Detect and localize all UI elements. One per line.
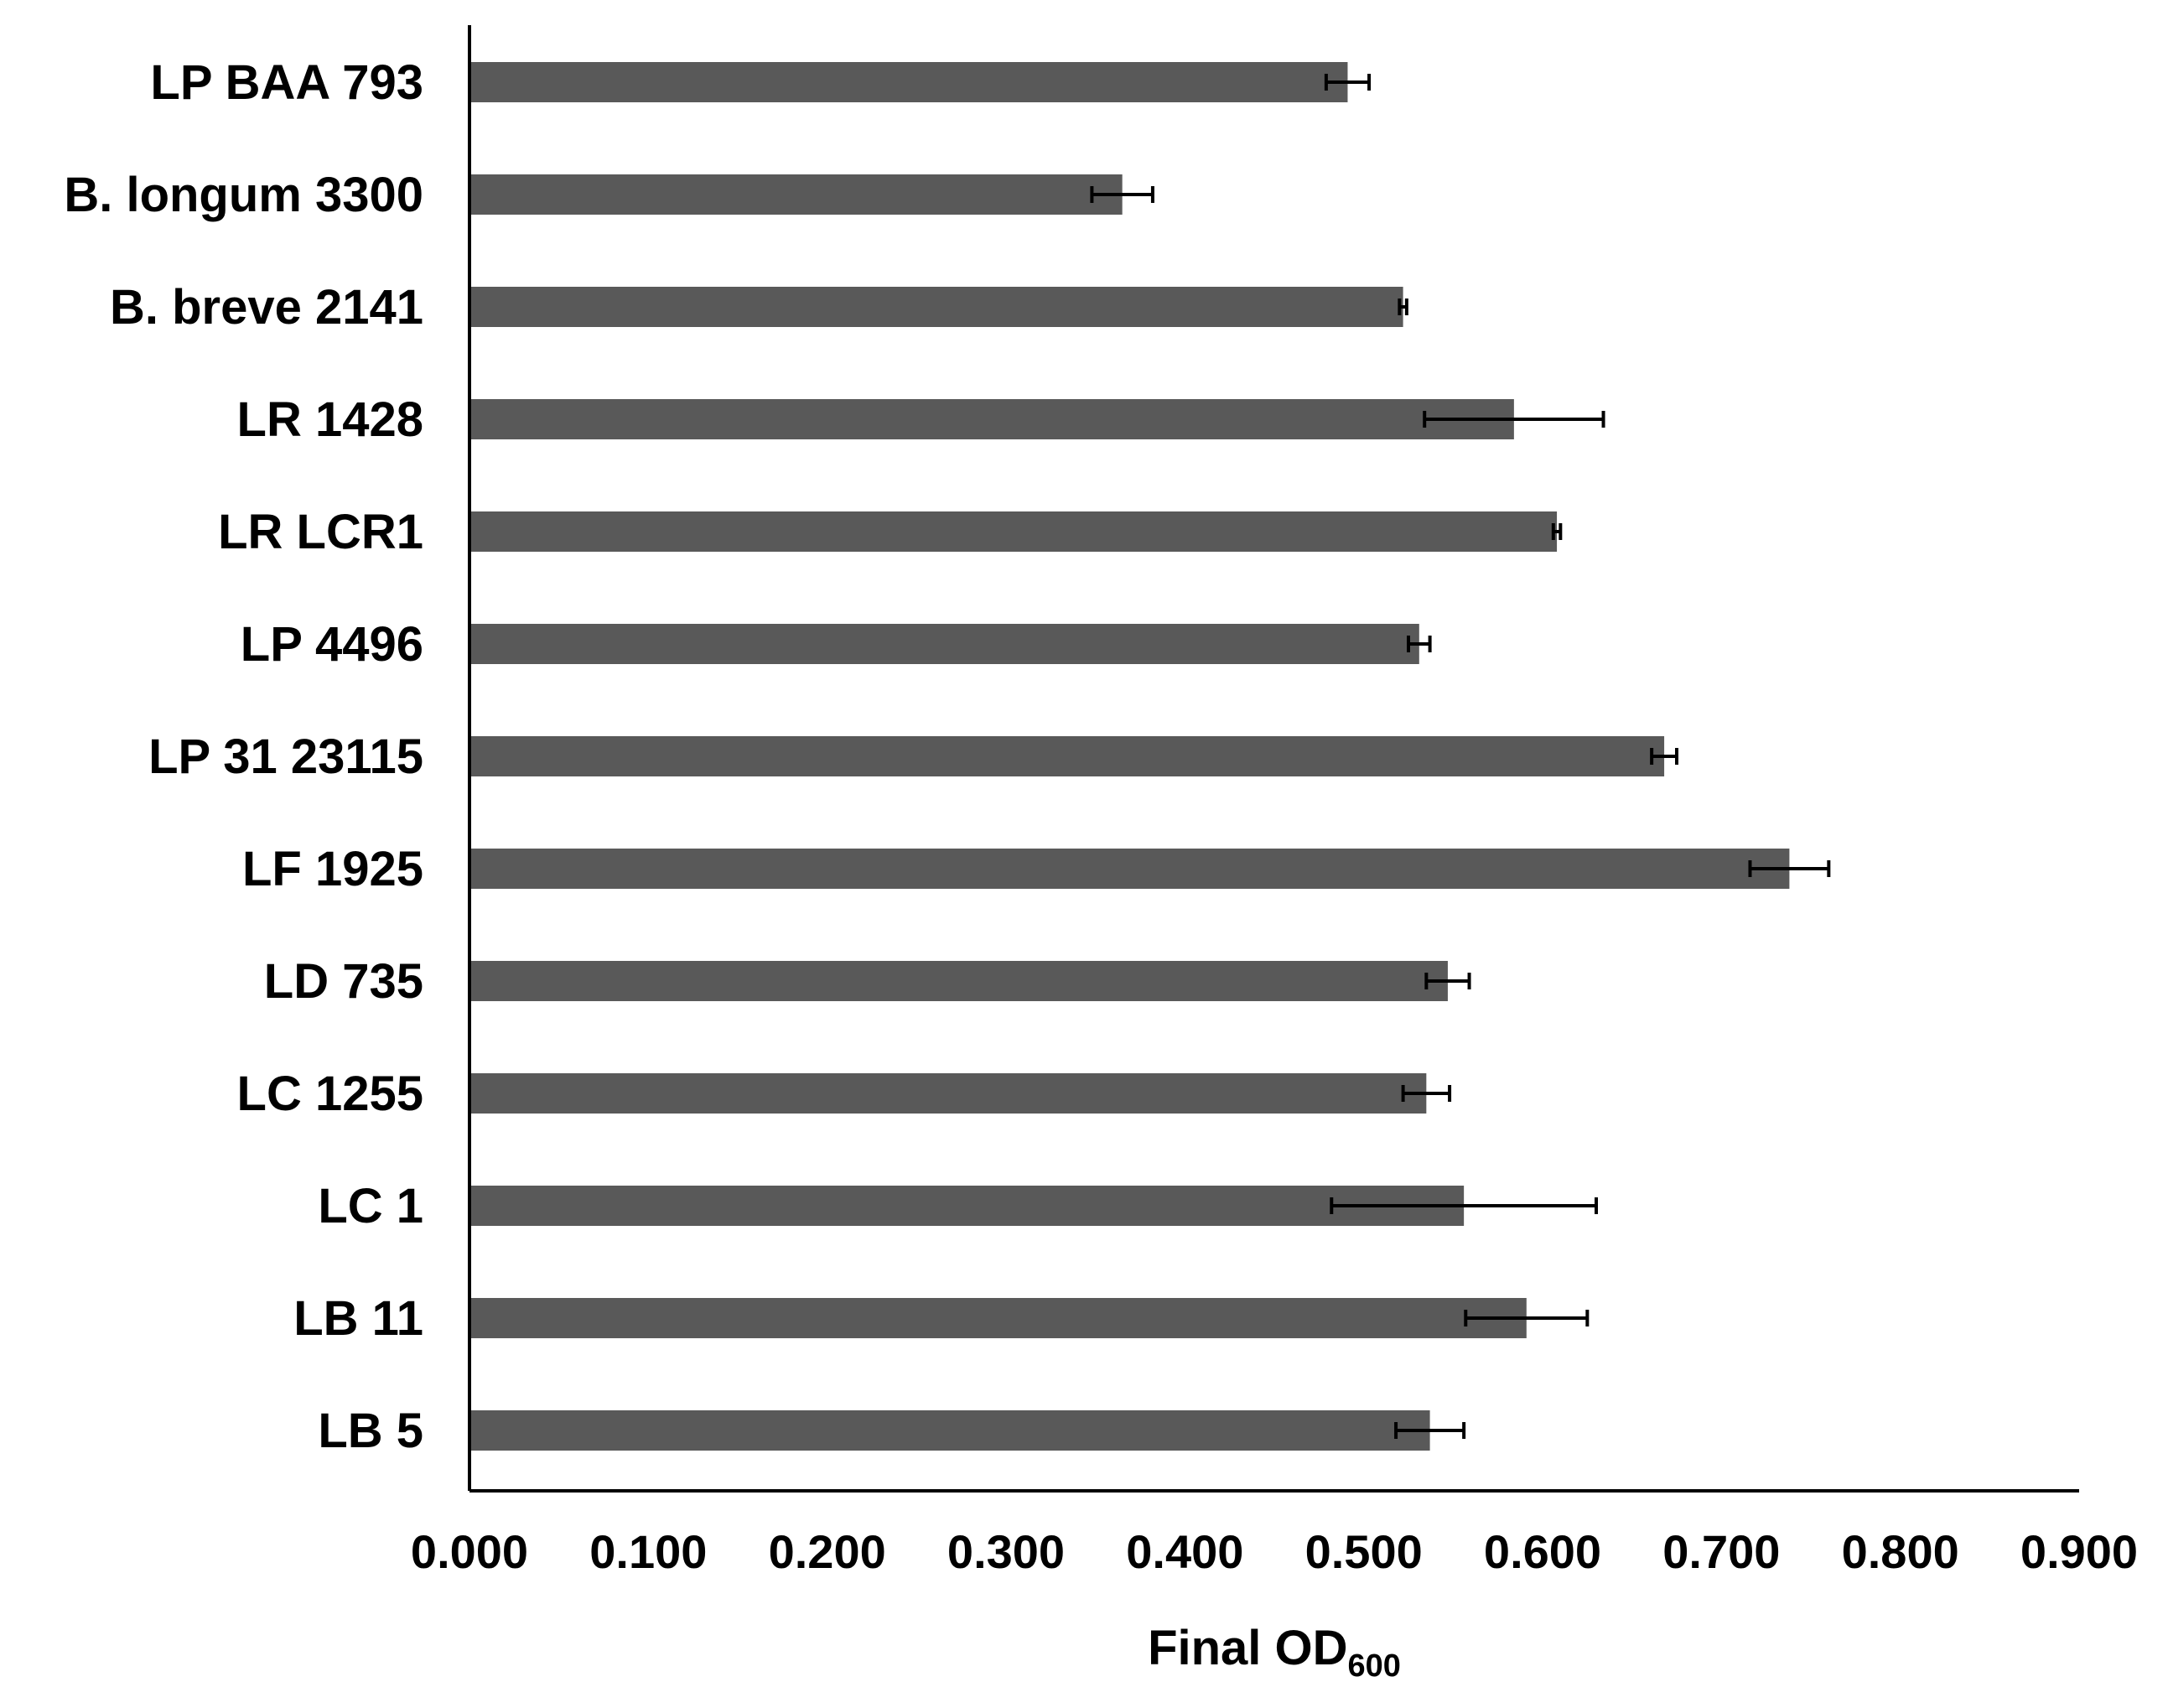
axes-layer bbox=[468, 25, 2079, 1493]
bar-lc-1 bbox=[469, 1186, 1465, 1226]
error-bar-lr-lcr1 bbox=[1551, 523, 1563, 540]
category-label-lr-lcr1: LR LCR1 bbox=[218, 505, 423, 559]
error-bar-b-longum-3300 bbox=[1090, 186, 1154, 203]
bar-lf-1925 bbox=[469, 849, 1790, 889]
bar-ld-735 bbox=[469, 961, 1448, 1001]
error-bar-lf-1925 bbox=[1748, 860, 1831, 877]
error-bar-lp-4496 bbox=[1407, 636, 1432, 652]
category-label-lp-4496: LP 4496 bbox=[241, 617, 423, 672]
bar-b-longum-3300 bbox=[469, 174, 1123, 215]
bar-lp-4496 bbox=[469, 624, 1419, 664]
x-tick-label-1: 0.100 bbox=[589, 1525, 707, 1578]
bar-lp-31-23115 bbox=[469, 736, 1665, 776]
category-label-lp-31-23115: LP 31 23115 bbox=[148, 729, 423, 784]
error-bar-lb-11 bbox=[1464, 1310, 1590, 1326]
x-tick-label-2: 0.200 bbox=[769, 1525, 886, 1578]
error-bar-lp-baa-793 bbox=[1324, 74, 1372, 91]
category-label-lb-5: LB 5 bbox=[318, 1404, 423, 1458]
category-label-b-longum-3300: B. longum 3300 bbox=[64, 168, 423, 222]
error-bar-lp-31-23115 bbox=[1650, 748, 1678, 765]
error-bar-ld-735 bbox=[1424, 973, 1471, 989]
error-bar-lr-1428 bbox=[1423, 411, 1605, 428]
category-label-lr-1428: LR 1428 bbox=[237, 392, 423, 447]
category-label-b-breve-2141: B. breve 2141 bbox=[110, 280, 423, 335]
x-tick-label-9: 0.900 bbox=[2020, 1525, 2138, 1578]
x-tick-label-5: 0.500 bbox=[1305, 1525, 1423, 1578]
category-label-ld-735: LD 735 bbox=[264, 954, 423, 1009]
x-tick-labels: 0.000 0.100 0.200 0.300 0.400 0.500 0.600 0.700… bbox=[411, 1525, 2138, 1578]
error-bar-lc-1 bbox=[1330, 1197, 1598, 1214]
error-bars-layer bbox=[1090, 74, 1831, 1439]
x-axis-title-main: Final OD bbox=[1148, 1621, 1347, 1675]
error-bar-lb-5 bbox=[1394, 1422, 1466, 1439]
x-tick-label-8: 0.800 bbox=[1842, 1525, 1959, 1578]
x-tick-label-3: 0.300 bbox=[947, 1525, 1065, 1578]
category-label-lb-11: LB 11 bbox=[293, 1291, 423, 1346]
bar-lb-11 bbox=[469, 1298, 1527, 1338]
x-tick-label-4: 0.400 bbox=[1126, 1525, 1243, 1578]
error-bar-lc-1255 bbox=[1401, 1085, 1452, 1102]
bar-b-breve-2141 bbox=[469, 287, 1403, 327]
x-tick-label-6: 0.600 bbox=[1484, 1525, 1601, 1578]
bar-lr-1428 bbox=[469, 399, 1514, 439]
category-labels: LP BAA 793 B. longum 3300 B. breve 2141 LR … bbox=[64, 55, 423, 1458]
x-tick-label-0: 0.000 bbox=[411, 1525, 528, 1578]
bar-lr-lcr1 bbox=[469, 511, 1558, 552]
bar-lp-baa-793 bbox=[469, 62, 1348, 102]
bars-layer bbox=[469, 62, 1790, 1451]
bar-lc-1255 bbox=[469, 1073, 1427, 1114]
category-label-lp-baa-793: LP BAA 793 bbox=[150, 55, 423, 110]
category-label-lc-1255: LC 1255 bbox=[237, 1067, 423, 1121]
x-axis-title-subscript: 600 bbox=[1348, 1648, 1401, 1684]
error-bar-b-breve-2141 bbox=[1398, 299, 1408, 315]
bar-lb-5 bbox=[469, 1410, 1430, 1451]
x-axis-title: Final OD600 bbox=[1148, 1621, 1401, 1684]
category-label-lf-1925: LF 1925 bbox=[242, 842, 423, 896]
category-label-lc-1: LC 1 bbox=[318, 1179, 423, 1233]
x-tick-label-7: 0.700 bbox=[1662, 1525, 1780, 1578]
